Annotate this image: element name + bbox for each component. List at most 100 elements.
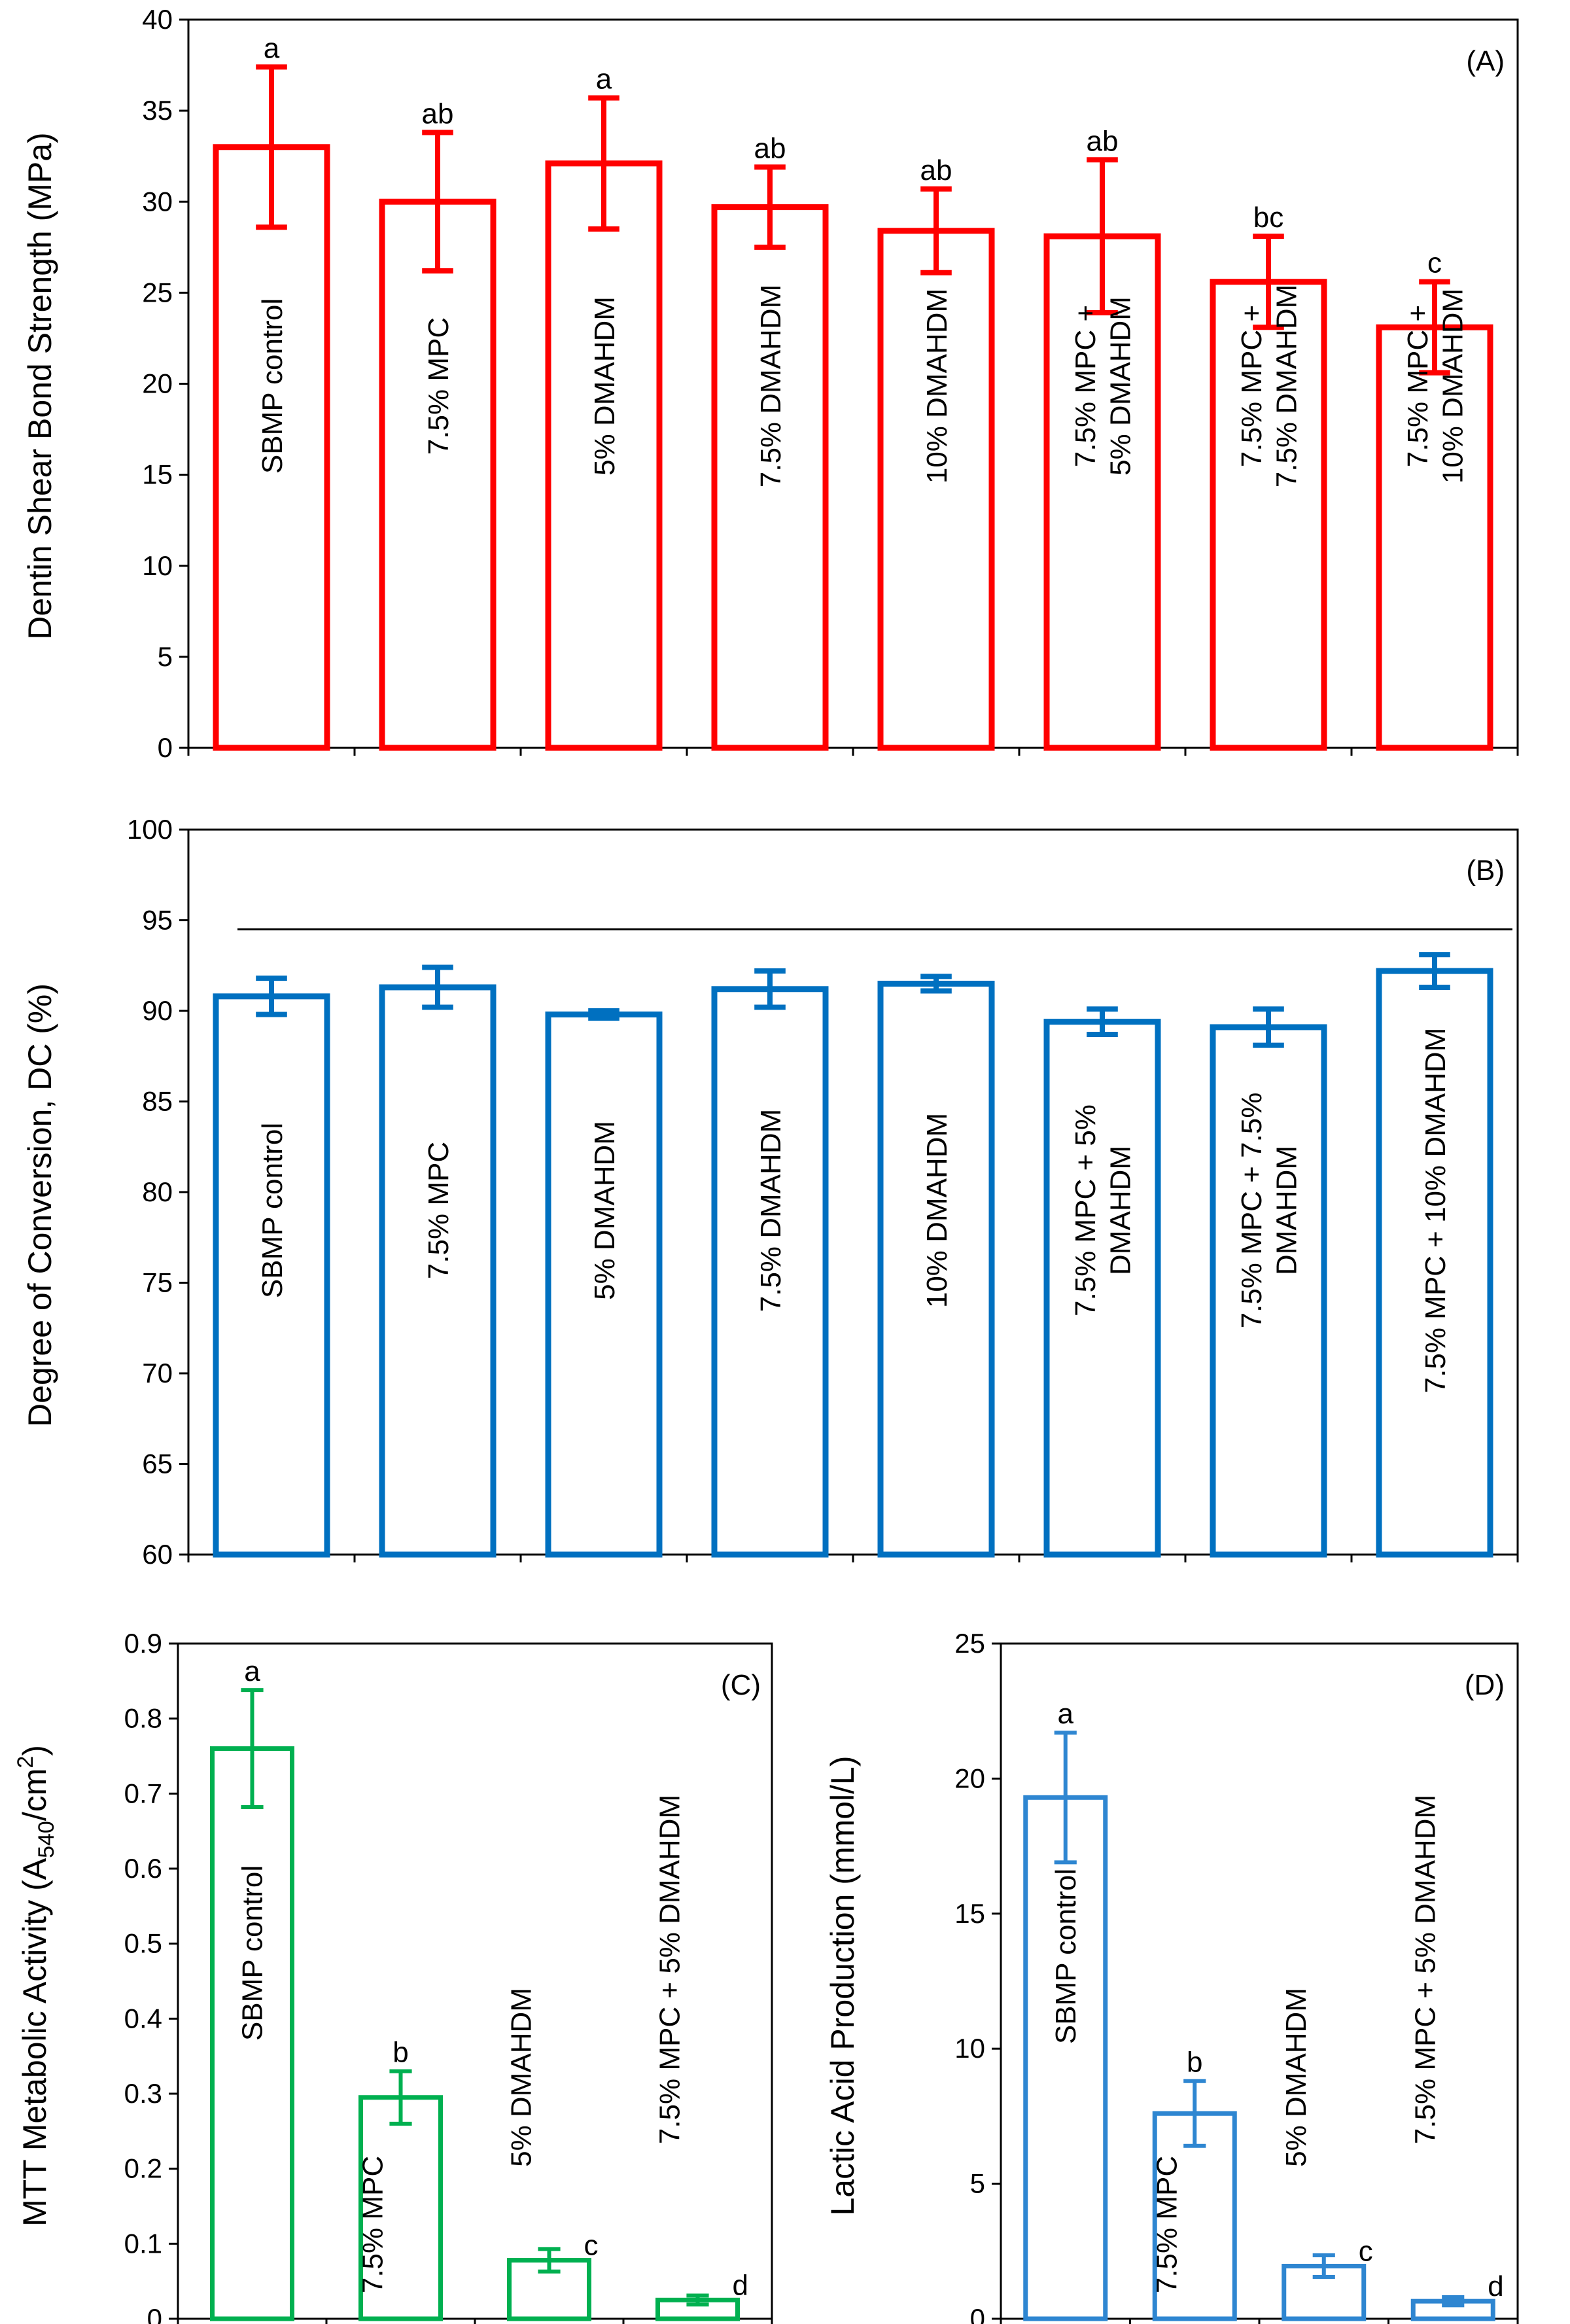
panel-c-category-label-2-line-1: 7.5% MPC <box>357 2156 389 2293</box>
panel-b-category-label-6-line-1: 7.5% MPC + 5% <box>1070 1104 1102 1316</box>
panel-a-category-label-5: 10% DMAHDM <box>921 289 953 484</box>
panel-a-category-label-2: 7.5% MPC <box>423 317 455 455</box>
panel-b-degree-of-conversion: Degree of Conversion, DC (%) (B) 60 65 70 7… <box>22 814 1519 1570</box>
panel-b-y-tick-label: 100 <box>127 814 173 845</box>
panel-b-category-label-4: 7.5% DMAHDM <box>755 1109 787 1312</box>
panel-c-category-label-1-line-1: SBMP control <box>237 1865 269 2041</box>
panel-c-category-label-2: 7.5% MPC <box>357 2156 389 2293</box>
panel-d-category-label-1: SBMP control <box>1050 1869 1082 2044</box>
panel-c-category-label-3-line-1: 5% DMAHDM <box>506 1988 538 2167</box>
panel-a-y-tick-label: 0 <box>158 732 173 763</box>
panel-b-category-label-2: 7.5% MPC <box>423 1142 455 1279</box>
panel-a-significance-letter-7: bc <box>1253 202 1283 234</box>
panel-d-y-tick-label: 20 <box>954 1763 985 1793</box>
panel-c-mtt-metabolic-activity: MTT Metabolic Activity (A540/cm2) (C) 0 0… <box>13 1628 773 2324</box>
panel-d-y-tick-label: 15 <box>954 1898 985 1929</box>
panel-d-category-label-3: 5% DMAHDM <box>1280 1988 1312 2167</box>
panel-d-category-label-4: 7.5% MPC + 5% DMAHDM <box>1409 1795 1441 2144</box>
panel-a-shear-bond-strength: Dentin Shear Bond Strength (MPa) (A) 0 5 1… <box>22 4 1519 763</box>
panel-c-significance-letter-2: b <box>392 2037 408 2069</box>
panel-b-category-label-8-line-1: 7.5% MPC + 10% DMAHDM <box>1420 1028 1452 1394</box>
panel-c-y-tick-label: 0.8 <box>124 1703 162 1734</box>
panel-a-category-label-3-line-1: 5% DMAHDM <box>589 296 621 476</box>
panel-c-significance-letter-3: c <box>584 2230 599 2262</box>
panel-a-category-label-8: 7.5% MPC +10% DMAHDM <box>1402 289 1469 484</box>
panel-c-y-title-end: ) <box>16 1745 53 1756</box>
panel-a-tag: (A) <box>1466 45 1505 77</box>
panel-a-y-tick-label: 10 <box>142 550 173 581</box>
panel-a-y-tick-label: 35 <box>142 95 173 126</box>
panel-a-significance-letter-5: ab <box>920 154 952 186</box>
panel-d-tag: (D) <box>1465 1669 1505 1701</box>
panel-c-y-tick-label: 0.6 <box>124 1853 162 1884</box>
panel-b-y-tick-label: 85 <box>142 1086 173 1117</box>
panel-a-category-label-7-line-1: 7.5% MPC + <box>1236 305 1268 467</box>
panel-a-category-label-4: 7.5% DMAHDM <box>755 285 787 488</box>
panel-c-category-label-3: 5% DMAHDM <box>506 1988 538 2167</box>
panel-b-bar-3 <box>545 1012 663 1558</box>
panel-a-category-label-5-line-1: 10% DMAHDM <box>921 289 953 484</box>
panel-c-y-title-superscript: 2 <box>13 1756 38 1769</box>
panel-d-bar-1 <box>1023 1795 1108 2321</box>
panel-d-y-tick-label: 25 <box>954 1628 985 1659</box>
panel-a-y-tick-label: 15 <box>142 459 173 490</box>
panel-a-y-tick-label: 25 <box>142 277 173 308</box>
panel-a-category-label-8-line-1: 7.5% MPC + <box>1402 305 1434 467</box>
panel-c-y-title-main: MTT Metabolic Activity (A <box>16 1857 53 2227</box>
panel-b-category-label-3-line-1: 5% DMAHDM <box>589 1121 621 1300</box>
panel-a-category-label-8-line-2: 10% DMAHDM <box>1437 289 1469 484</box>
panel-b-bar-8 <box>1376 968 1493 1558</box>
panel-d-significance-letter-4: d <box>1488 2270 1503 2302</box>
panel-a-category-label-2-line-1: 7.5% MPC <box>423 317 455 455</box>
panel-a-y-tick-label: 5 <box>158 641 173 672</box>
panel-c-y-title-mid: /cm <box>16 1769 53 1822</box>
panel-a-bar-8 <box>1376 324 1493 751</box>
panel-d-y-axis-title: Lactic Acid Production (mmol/L) <box>824 1755 861 2215</box>
panel-c-y-tick-label: 0.2 <box>124 2153 162 2184</box>
panel-b-y-tick-label: 80 <box>142 1176 173 1207</box>
panel-a-category-label-3: 5% DMAHDM <box>589 296 621 476</box>
panel-d-category-label-2-line-1: 7.5% MPC <box>1151 2156 1183 2293</box>
panel-b-bar-7 <box>1210 1024 1327 1558</box>
panel-c-y-tick-label: 0.5 <box>124 1928 162 1959</box>
panel-d-y-tick-label: 10 <box>954 2033 985 2064</box>
panel-a-category-label-6-line-2: 5% DMAHDM <box>1105 296 1137 476</box>
panel-a-category-label-4-line-1: 7.5% DMAHDM <box>755 285 787 488</box>
panel-c-y-tick-label: 0.9 <box>124 1628 162 1659</box>
panel-c-tag: (C) <box>721 1669 761 1701</box>
panel-b-category-label-1: SBMP control <box>256 1123 288 1298</box>
panel-b-y-tick-label: 95 <box>142 905 173 936</box>
panel-d-category-label-2: 7.5% MPC <box>1151 2156 1183 2293</box>
panel-b-y-tick-label: 70 <box>142 1358 173 1388</box>
panel-b-y-axis-title: Degree of Conversion, DC (%) <box>22 983 58 1427</box>
panel-d-significance-letter-1: a <box>1058 1698 1074 1730</box>
panel-d-category-label-3-line-1: 5% DMAHDM <box>1280 1988 1312 2167</box>
panel-b-bar-1 <box>213 993 330 1558</box>
panel-c-y-tick-label: 0 <box>147 2303 162 2324</box>
panel-c-y-tick-label: 0.1 <box>124 2228 162 2259</box>
panel-c-y-tick-label: 0.3 <box>124 2078 162 2109</box>
panel-b-category-label-8: 7.5% MPC + 10% DMAHDM <box>1420 1028 1452 1394</box>
panel-c-significance-letter-4: d <box>733 2269 748 2301</box>
panel-b-y-tick-label: 75 <box>142 1267 173 1298</box>
panel-a-y-tick-label: 20 <box>142 368 173 399</box>
panel-c-bar-1 <box>210 1746 294 2321</box>
panel-a-bar-2 <box>379 198 497 751</box>
panel-a-significance-letter-3: a <box>596 63 612 96</box>
panel-b-category-label-6: 7.5% MPC + 5% DMAHDM <box>1070 1104 1137 1316</box>
panel-b-category-label-6-line-2: DMAHDM <box>1105 1146 1137 1275</box>
panel-a-y-tick-label: 40 <box>142 4 173 35</box>
panel-b-y-tick-label: 60 <box>142 1539 173 1570</box>
panel-b-category-label-2-line-1: 7.5% MPC <box>423 1142 455 1279</box>
panel-a-y-axis-title: Dentin Shear Bond Strength (MPa) <box>22 132 58 639</box>
panel-a-y-tick-label: 30 <box>142 186 173 217</box>
panel-b-category-label-4-line-1: 7.5% DMAHDM <box>755 1109 787 1312</box>
panel-a-bar-6 <box>1043 233 1161 751</box>
panel-a-significance-letter-2: ab <box>422 98 454 130</box>
panel-d-category-label-1-line-1: SBMP control <box>1050 1869 1082 2044</box>
panel-b-category-label-5: 10% DMAHDM <box>921 1113 953 1308</box>
panel-c-category-label-4: 7.5% MPC + 5% DMAHDM <box>654 1795 686 2144</box>
panel-b-category-label-7: 7.5% MPC + 7.5% DMAHDM <box>1236 1093 1303 1329</box>
panel-c-significance-letter-1: a <box>244 1655 260 1687</box>
panel-c-y-tick-label: 0.7 <box>124 1778 162 1808</box>
